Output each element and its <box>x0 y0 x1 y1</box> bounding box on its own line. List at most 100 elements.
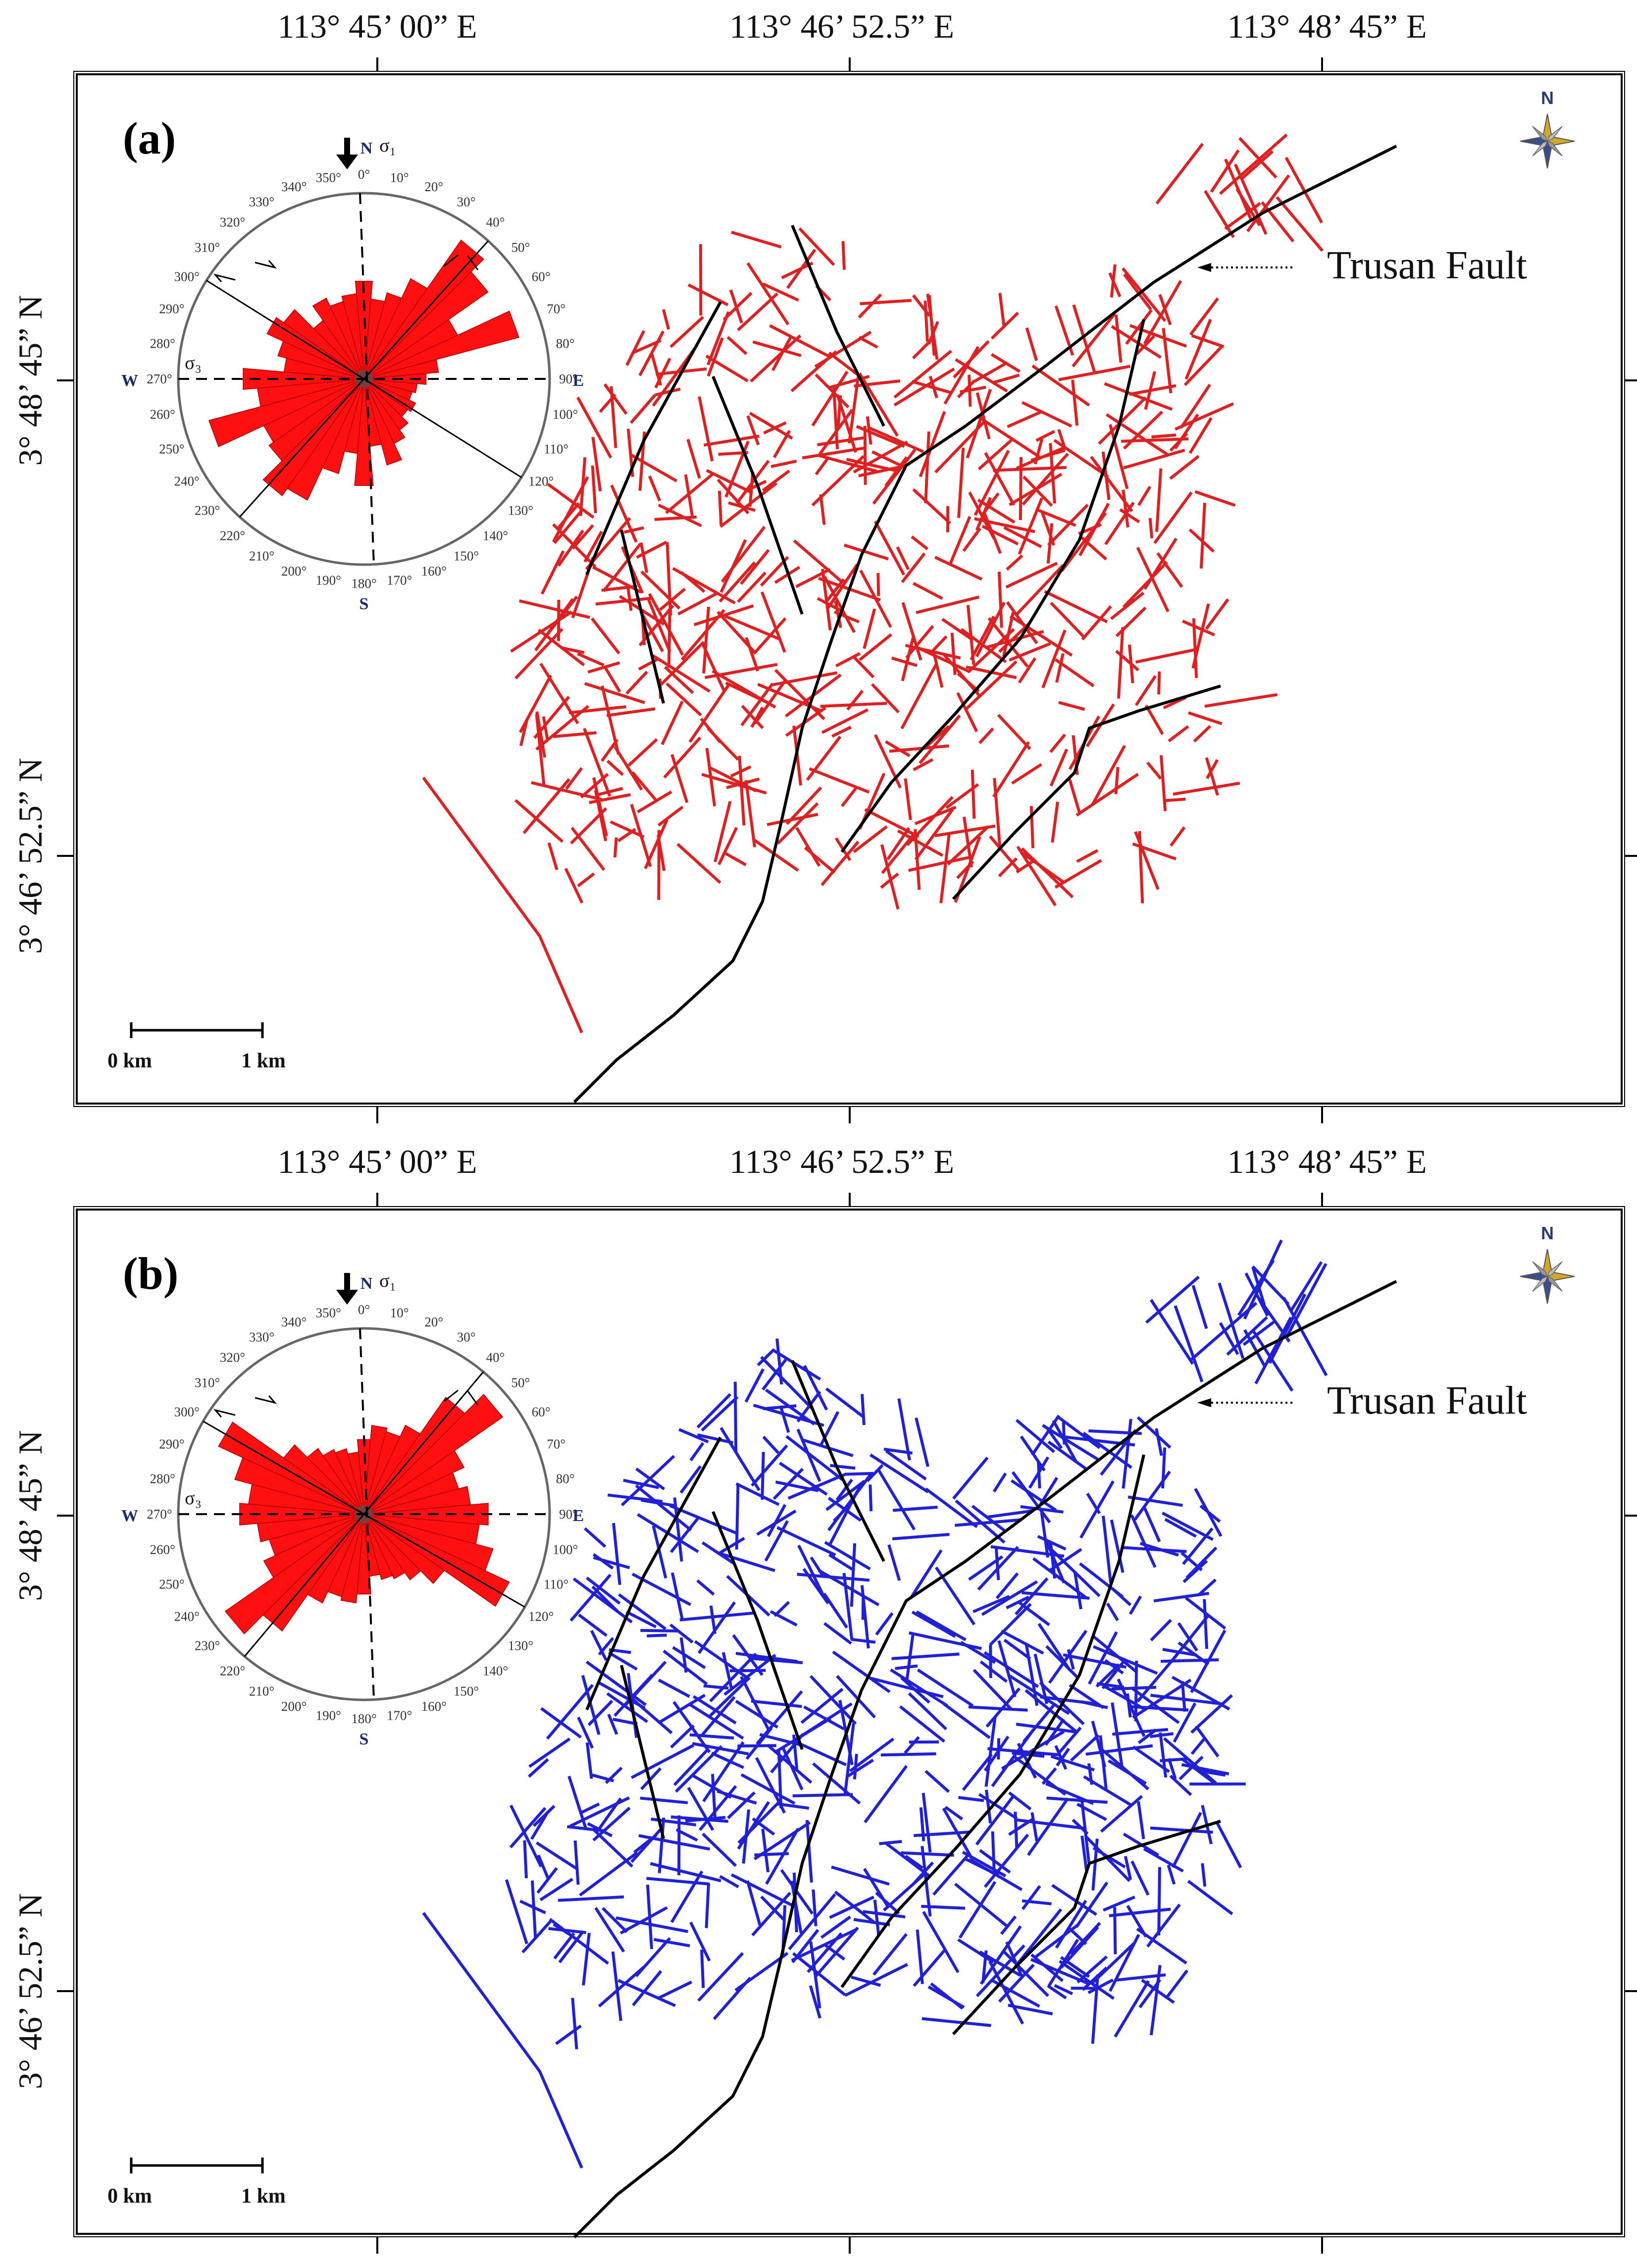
top-longitude-label: 113° 48’ 45” E <box>1228 1143 1427 1180</box>
rose-degree-label: 320° <box>220 1350 245 1365</box>
rose-degree-label: 170° <box>387 573 412 588</box>
fault-lines <box>573 145 1397 1104</box>
rose-degree-label: 300° <box>174 269 200 284</box>
rose-degree-label: 100° <box>553 407 578 422</box>
sigma3-label: σ₃ <box>185 1488 202 1509</box>
map-panel-b: 113° 45’ 00” E 113° 46’ 52.5” E 113° 48’ 4… <box>0 1134 1637 2268</box>
rose-degree-label: 350° <box>316 170 341 185</box>
rose-degree-label: 260° <box>150 407 175 422</box>
rose-degree-label: 180° <box>351 576 376 591</box>
trusan-fault-line <box>573 1280 1397 2239</box>
rose-degree-label: 110° <box>544 441 568 456</box>
top-longitude-label: 113° 48’ 45” E <box>1228 7 1427 45</box>
sigma3-label: σ₃ <box>185 353 202 373</box>
rose-degree-label: 220° <box>220 528 245 543</box>
rose-degree-label: 20° <box>424 179 443 194</box>
north-arrow-label: N <box>1541 88 1554 108</box>
rose-diagram: 0° 10° 20° 30° 40° 50°60° 70° 80° 90° 100° 110° 120… <box>121 135 584 613</box>
side-latitude-label: 3° 46’ 52.5” N <box>11 1893 49 2089</box>
rose-degree-label: 20° <box>424 1315 443 1329</box>
rose-north-label: N <box>360 139 373 158</box>
north-arrow-label: N <box>1541 1223 1554 1243</box>
sigma1-label: σ₁ <box>379 1270 396 1291</box>
side-latitude-label: 3° 48’ 45” N <box>11 295 49 466</box>
rose-north-label: N <box>360 1274 373 1293</box>
rose-degree-label: 30° <box>457 194 476 209</box>
rose-degree-label: 270° <box>147 1507 172 1522</box>
top-longitude-label: 113° 46’ 52.5” E <box>729 1143 954 1180</box>
rose-degree-label: 230° <box>195 1638 220 1653</box>
rose-degree-label: 40° <box>486 1350 505 1365</box>
rose-degree-label: 160° <box>421 1699 447 1714</box>
rose-degree-label: 170° <box>387 1708 412 1723</box>
top-longitude-label: 113° 45’ 00” E <box>278 1143 477 1180</box>
rose-degree-label: 240° <box>174 1609 200 1624</box>
rose-degree-label: 270° <box>147 371 172 386</box>
scale-bar <box>130 2158 264 2173</box>
rose-degree-label: 290° <box>159 302 184 316</box>
rose-degree-label: 250° <box>159 1577 184 1591</box>
rose-degree-label: 80° <box>556 1471 575 1486</box>
rose-east-label: E <box>573 1507 584 1525</box>
rose-degree-label: 70° <box>547 302 565 316</box>
north-arrow-icon <box>1520 1249 1575 1304</box>
rose-degree-label: 140° <box>483 528 508 543</box>
rose-degree-label: 290° <box>159 1437 184 1452</box>
rose-degree-label: 80° <box>556 336 575 351</box>
rose-degree-label: 280° <box>150 336 175 351</box>
rose-degree-label: 280° <box>150 1471 175 1486</box>
arrowhead-icon <box>1197 263 1211 272</box>
rose-degree-label: 220° <box>220 1663 245 1678</box>
rose-degree-label: 250° <box>159 441 184 456</box>
rose-degree-label: 210° <box>249 1684 274 1699</box>
north-arrow-icon <box>1520 113 1575 169</box>
scale-start-label: 0 km <box>107 1050 152 1072</box>
rose-petal <box>341 293 364 379</box>
rose-degree-label: 190° <box>316 1708 341 1723</box>
rose-degree-label: 130° <box>508 503 533 518</box>
rose-degree-label: 300° <box>174 1405 200 1420</box>
rose-degree-label: 50° <box>511 1375 530 1390</box>
scale-end-label: 1 km <box>241 1050 286 1072</box>
scale-end-label: 1 km <box>241 2185 286 2208</box>
lineament-set <box>422 1239 1328 2169</box>
rose-degree-label: 10° <box>390 1305 409 1320</box>
rose-degree-label: 100° <box>553 1542 578 1557</box>
rose-degree-label: 200° <box>281 564 307 579</box>
map-panel-a: 113° 45’ 00” E 113° 46’ 52.5” E 113° 48’ 4… <box>11 7 1637 1123</box>
rose-degree-label: 150° <box>454 1684 479 1699</box>
rose-degree-label: 330° <box>249 1329 274 1344</box>
trusan-fault-line <box>573 145 1397 1104</box>
rose-degree-label: 190° <box>316 573 341 588</box>
rose-degree-label: 160° <box>421 564 447 579</box>
rose-degree-label: 140° <box>483 1663 508 1678</box>
rose-degree-label: 200° <box>281 1699 307 1714</box>
panel-tag: (b) <box>123 1248 178 1299</box>
lineament-set <box>422 133 1324 1034</box>
arrowhead-icon <box>1197 1398 1211 1407</box>
rose-degree-label: 50° <box>511 240 530 255</box>
rose-degree-label: 310° <box>195 1375 220 1390</box>
scale-start-label: 0 km <box>107 2185 152 2208</box>
side-latitude-label: 3° 46’ 52.5” N <box>11 758 49 954</box>
rose-degree-label: 340° <box>281 1315 307 1329</box>
rose-west-label: W <box>121 371 138 390</box>
sigma1-label: σ₁ <box>379 135 396 156</box>
rose-degree-label: 0° <box>358 1302 370 1317</box>
sigma1-arrow-icon <box>336 1273 358 1305</box>
rose-diagram: 0° 10° 20° 30° 40° 50°60° 70° 80° 90° 100° 110° 120… <box>121 1270 584 1748</box>
rose-degree-label: 90° <box>559 371 578 386</box>
rose-degree-label: 210° <box>249 549 274 564</box>
rose-degree-label: 320° <box>220 215 245 230</box>
side-latitude-label: 3° 48’ 45” N <box>11 1430 49 1601</box>
rose-degree-label: 60° <box>532 1405 551 1420</box>
rose-degree-label: 30° <box>457 1329 476 1344</box>
rose-degree-label: 120° <box>528 474 554 489</box>
fault-lines <box>573 1280 1397 2239</box>
trusan-fault-label: Trusan Fault <box>1327 1379 1527 1423</box>
rose-east-label: E <box>573 371 584 390</box>
rose-degree-label: 0° <box>358 167 370 182</box>
rose-degree-label: 10° <box>390 170 409 185</box>
rose-west-label: W <box>121 1507 138 1525</box>
scale-bar <box>130 1022 264 1038</box>
